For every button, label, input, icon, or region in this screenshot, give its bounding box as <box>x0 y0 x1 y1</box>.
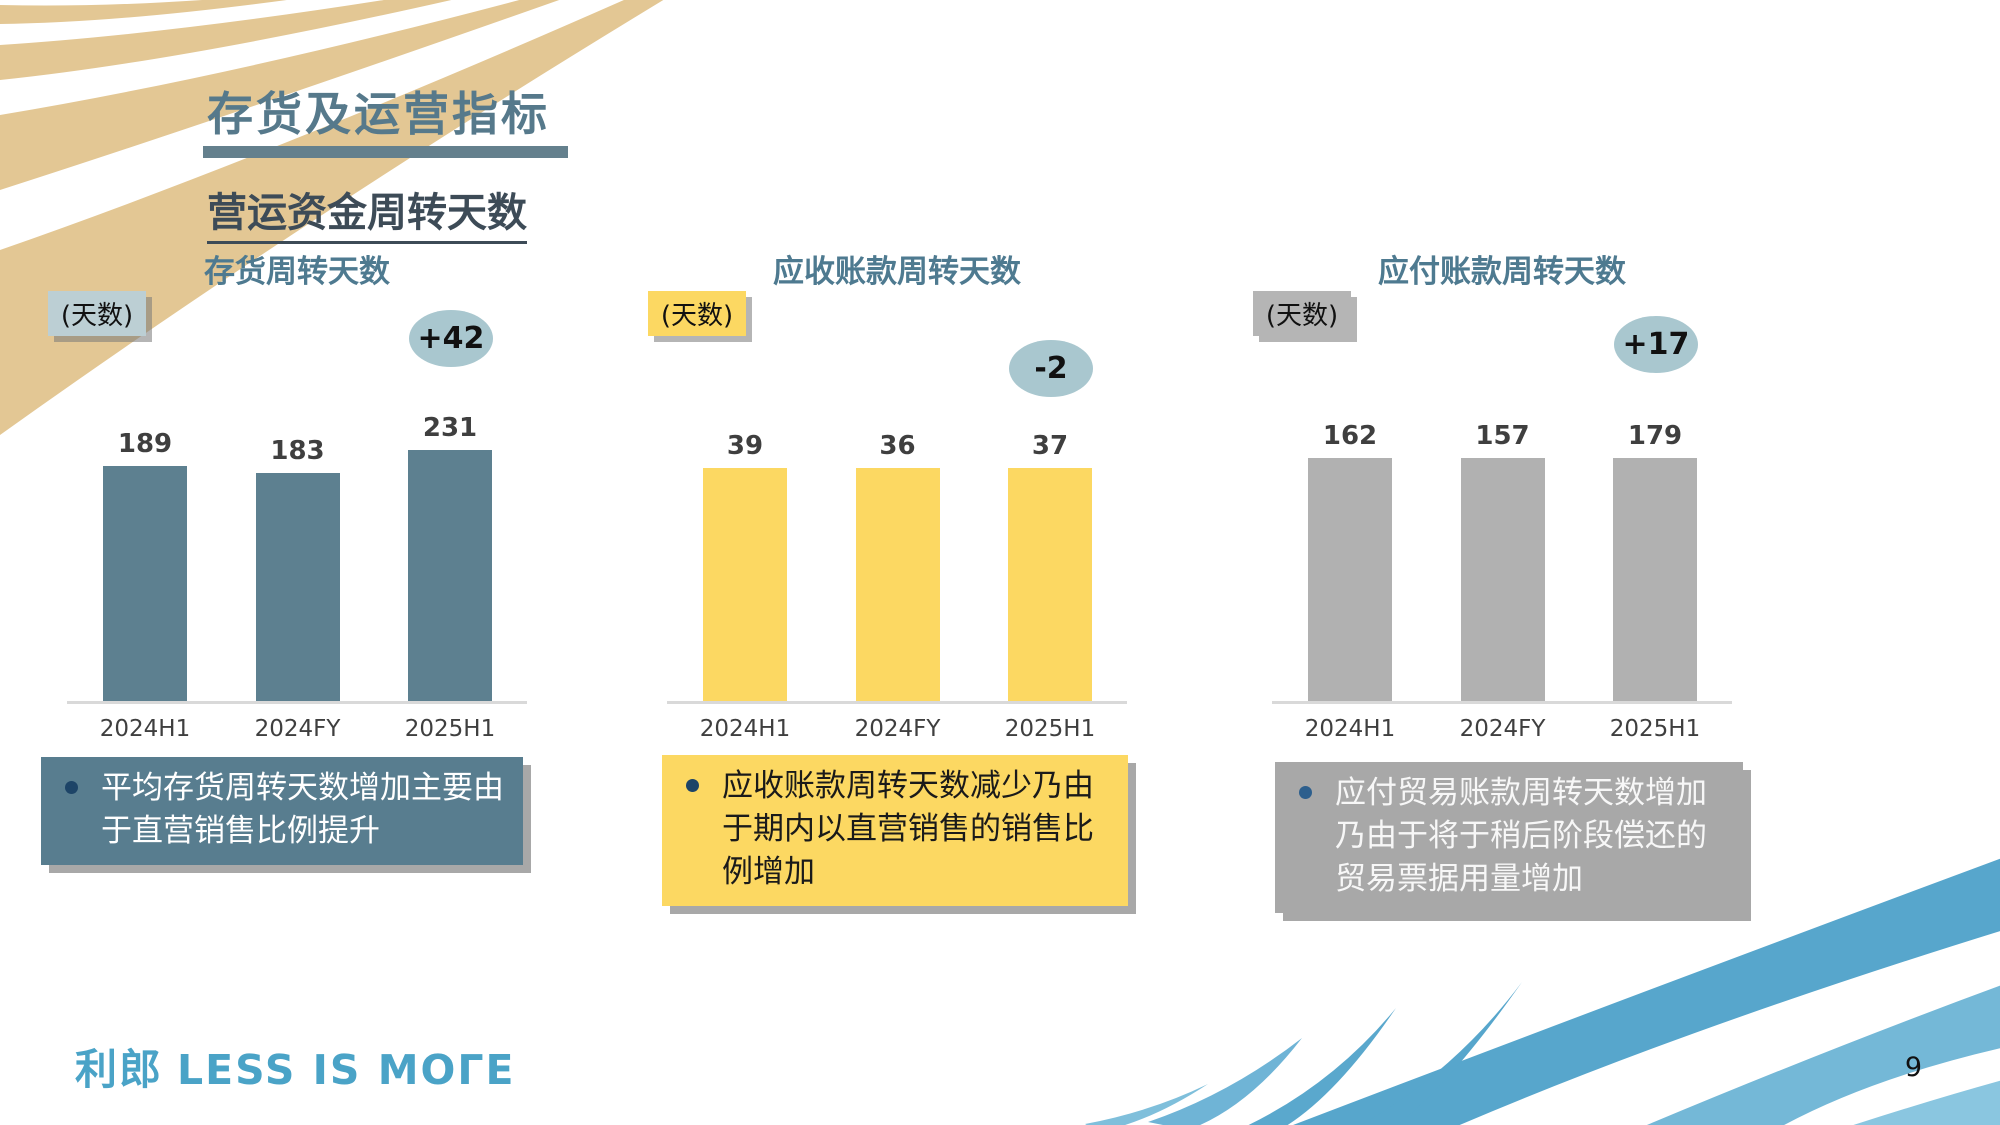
bar <box>1308 458 1392 702</box>
unit-label: (天数) <box>1265 301 1339 331</box>
note-text: 应付贸易账款周转天数增加乃由于将于稍后阶段偿还的贸易票据用量增加 <box>1335 775 1707 897</box>
bar <box>1613 458 1697 702</box>
bullet-icon <box>1299 786 1312 799</box>
x-axis-tick-label: 2024H1 <box>1304 716 1396 742</box>
x-axis-labels: 2024H1 2024FY 2025H1 <box>1304 716 1701 742</box>
bar-value-label: 231 <box>422 413 478 443</box>
unit-label-box: (天数) <box>1253 291 1351 336</box>
bar-slot: 39 <box>703 431 787 702</box>
chart-column: 应收账款周转天数 (天数) -2 39 36 37 2024H1 2024FY 2025… <box>600 0 1140 1125</box>
note-box: 应收账款周转天数减少乃由于期内以直营销售的销售比例增加 <box>662 755 1128 906</box>
title-underline-bar <box>203 146 568 158</box>
lilanz-logo: 利郎 LESS IS MOΓE <box>75 1036 515 1097</box>
bar-value-label: 162 <box>1322 421 1378 451</box>
chart-title: 存货周转天数 <box>204 254 390 290</box>
page-title: 存货及运营指标 <box>207 87 550 141</box>
bar <box>855 468 940 702</box>
bullet-icon <box>65 781 78 794</box>
unit-label-box: (天数) <box>48 291 146 336</box>
bar-slot: 37 <box>1008 431 1092 702</box>
x-axis-tick-label: 2024H1 <box>99 716 191 742</box>
x-axis-line <box>67 701 527 704</box>
x-axis-tick-label: 2024FY <box>854 716 941 742</box>
bar-value-label: 36 <box>879 431 916 461</box>
bar-slot: 162 <box>1308 421 1392 702</box>
bar-slot: 183 <box>255 413 340 702</box>
bar <box>103 466 187 702</box>
unit-label-box: (天数) <box>648 291 746 336</box>
note-text: 平均存货周转天数增加主要由于直营销售比例提升 <box>101 770 504 849</box>
chart-title: 应收账款周转天数 <box>773 254 1021 290</box>
bar <box>703 468 787 702</box>
chart-column: 存货周转天数 (天数) +42 189 183 231 2024H1 2024FY 20… <box>0 0 540 1125</box>
delta-badge: +17 <box>1614 316 1698 373</box>
x-axis-labels: 2024H1 2024FY 2025H1 <box>99 716 496 742</box>
x-axis-tick-label: 2025H1 <box>1609 716 1701 742</box>
delta-badge: +42 <box>409 310 493 367</box>
bar-slot: 36 <box>855 431 940 702</box>
chart-column: 应付账款周转天数 (天数) +17 162 157 179 2024H1 2024FY… <box>1205 0 1745 1125</box>
unit-label: (天数) <box>660 301 734 331</box>
bullet-icon <box>686 779 699 792</box>
bar-slot: 157 <box>1460 421 1545 702</box>
delta-badge: -2 <box>1009 340 1093 397</box>
x-axis-tick-label: 2024FY <box>1459 716 1546 742</box>
bar-value-label: 157 <box>1475 421 1530 451</box>
chart-title: 应付账款周转天数 <box>1378 254 1626 290</box>
x-axis-line <box>667 701 1127 704</box>
bar-value-label: 189 <box>117 429 173 459</box>
logo-chinese: 利郎 <box>75 1045 164 1094</box>
page-number: 9 <box>1904 1052 1922 1083</box>
logo-slogan: LESS IS MOΓE <box>177 1046 516 1094</box>
x-axis-labels: 2024H1 2024FY 2025H1 <box>699 716 1096 742</box>
bar-slot: 189 <box>103 413 187 702</box>
x-axis-tick-label: 2024FY <box>254 716 341 742</box>
bar-plot: 189 183 231 <box>103 413 492 702</box>
bar <box>255 473 340 702</box>
note-box: 应付贸易账款周转天数增加乃由于将于稍后阶段偿还的贸易票据用量增加 <box>1275 762 1743 913</box>
unit-label: (天数) <box>60 301 134 331</box>
bar <box>408 450 492 702</box>
note-text: 应收账款周转天数减少乃由于期内以直营销售的销售比例增加 <box>722 768 1094 890</box>
bar <box>1008 468 1092 702</box>
x-axis-line <box>1272 701 1732 704</box>
bar-plot: 39 36 37 <box>703 431 1092 702</box>
bar-value-label: 183 <box>270 436 325 466</box>
x-axis-tick-label: 2024H1 <box>699 716 791 742</box>
bar-value-label: 37 <box>1031 431 1069 461</box>
bar-value-label: 179 <box>1627 421 1683 451</box>
bar-value-label: 39 <box>726 431 764 461</box>
section-subtitle: 营运资金周转天数 <box>207 180 527 244</box>
x-axis-tick-label: 2025H1 <box>1004 716 1096 742</box>
bar-slot: 231 <box>408 413 492 702</box>
bar-plot: 162 157 179 <box>1308 421 1697 702</box>
bar-slot: 179 <box>1613 421 1697 702</box>
bar <box>1460 458 1545 702</box>
x-axis-tick-label: 2025H1 <box>404 716 496 742</box>
note-box: 平均存货周转天数增加主要由于直营销售比例提升 <box>41 757 523 865</box>
